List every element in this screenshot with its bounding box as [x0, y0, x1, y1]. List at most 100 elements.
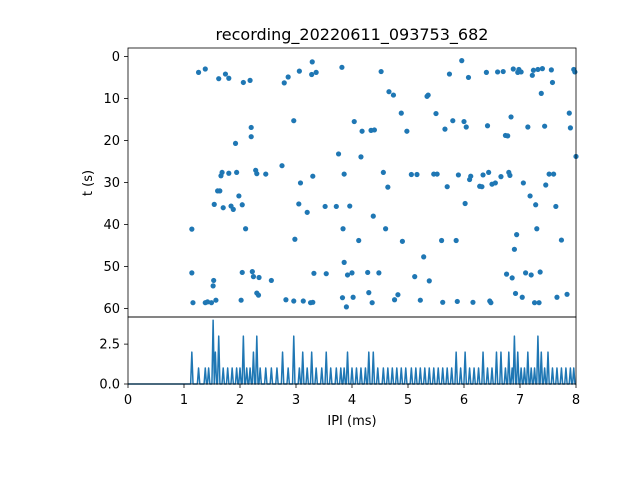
ipi-axes: 0.0 2.5 0 1 2 3 4 5 6 7 8 — [99, 316, 580, 408]
spike-point — [536, 300, 542, 306]
spike-point — [365, 269, 371, 276]
spike-point — [511, 246, 517, 252]
spike-point — [311, 270, 317, 276]
y-tick-label: 0 — [112, 50, 120, 65]
spike-point — [339, 64, 345, 70]
spike-point — [527, 193, 533, 199]
spike-point — [213, 297, 219, 303]
spike-point — [255, 292, 262, 298]
spike-point — [534, 226, 540, 232]
spike-point — [268, 277, 274, 284]
spike-point — [390, 92, 397, 98]
spike-point — [296, 68, 302, 74]
chart-title: recording_20220611_093753_682 — [216, 25, 489, 45]
spike-point — [518, 69, 524, 75]
spike-point — [528, 272, 534, 278]
spike-point — [347, 203, 353, 209]
spike-point — [533, 202, 539, 208]
spike-point — [505, 133, 511, 139]
spike-point — [440, 299, 446, 305]
spike-point — [523, 270, 529, 276]
spike-point — [537, 269, 543, 275]
spike-point — [468, 173, 474, 179]
spike-point — [335, 151, 342, 157]
spike-point — [380, 169, 386, 176]
spike-point — [558, 237, 565, 243]
spike-point — [285, 74, 291, 80]
spike-point — [484, 123, 491, 129]
spike-point — [442, 126, 448, 132]
spike-point — [398, 110, 404, 116]
spike-point — [531, 300, 538, 306]
spike-point — [417, 297, 423, 303]
spike-point — [548, 67, 554, 73]
spike-point — [211, 201, 217, 207]
spike-point — [530, 67, 537, 73]
spike-point — [514, 232, 520, 238]
spike-point — [462, 200, 468, 207]
spike-point — [459, 58, 465, 64]
spike-point — [344, 272, 351, 278]
spike-point — [230, 206, 236, 212]
y-tick-label: 20 — [103, 134, 120, 149]
spike-point — [479, 184, 485, 190]
y-tick-label: 50 — [103, 260, 120, 275]
spike-point — [512, 290, 519, 297]
spike-point — [279, 163, 285, 169]
spike-point — [248, 124, 254, 131]
spike-point — [391, 297, 398, 303]
spike-point — [395, 292, 401, 298]
spike-point — [538, 90, 544, 96]
spike-point — [343, 304, 349, 310]
spike-point — [426, 278, 432, 284]
spike-point — [204, 299, 211, 305]
y-tick-label: 40 — [103, 218, 120, 233]
spike-point — [189, 226, 195, 232]
x-tick-label: 1 — [180, 393, 188, 408]
spike-point — [254, 171, 260, 177]
spike-point — [226, 170, 232, 176]
spike-point — [546, 171, 552, 177]
spike-point — [356, 237, 362, 244]
spike-point — [217, 188, 223, 194]
spike-point — [350, 294, 356, 300]
spike-point — [385, 184, 391, 190]
spike-point — [567, 125, 574, 131]
spike-point — [291, 118, 297, 124]
spike-point — [310, 299, 316, 305]
spike-point — [495, 69, 501, 75]
spike-point — [322, 203, 328, 210]
spike-point — [219, 169, 225, 176]
spike-point — [291, 298, 297, 304]
x-tick-label: 5 — [404, 393, 412, 408]
spike-point — [383, 226, 389, 232]
spike-point — [349, 270, 355, 276]
spike-point — [454, 298, 460, 305]
spike-point — [220, 205, 226, 211]
x-tick-label: 3 — [292, 393, 300, 408]
y-tick-label: 30 — [103, 176, 120, 191]
x-tick-label: 2 — [236, 393, 244, 408]
spike-point — [408, 171, 414, 178]
spike-point — [404, 128, 410, 134]
spike-point — [366, 290, 372, 296]
y-axis-label: t (s) — [81, 170, 96, 196]
spike-point — [340, 226, 346, 232]
spike-point — [351, 118, 357, 125]
spike-point — [414, 171, 420, 178]
spike-point — [507, 172, 513, 178]
spike-point — [236, 193, 242, 199]
spike-point — [232, 140, 239, 147]
spike-point — [519, 294, 525, 300]
spike-point — [386, 89, 392, 95]
spike-point — [486, 169, 492, 176]
spike-point — [208, 300, 215, 306]
spike-point — [520, 180, 526, 186]
spike-point — [358, 154, 364, 160]
spike-point — [412, 274, 418, 280]
spike-point — [425, 92, 431, 98]
spike-point — [202, 66, 208, 72]
spike-point — [371, 127, 377, 133]
spike-point — [529, 72, 535, 78]
